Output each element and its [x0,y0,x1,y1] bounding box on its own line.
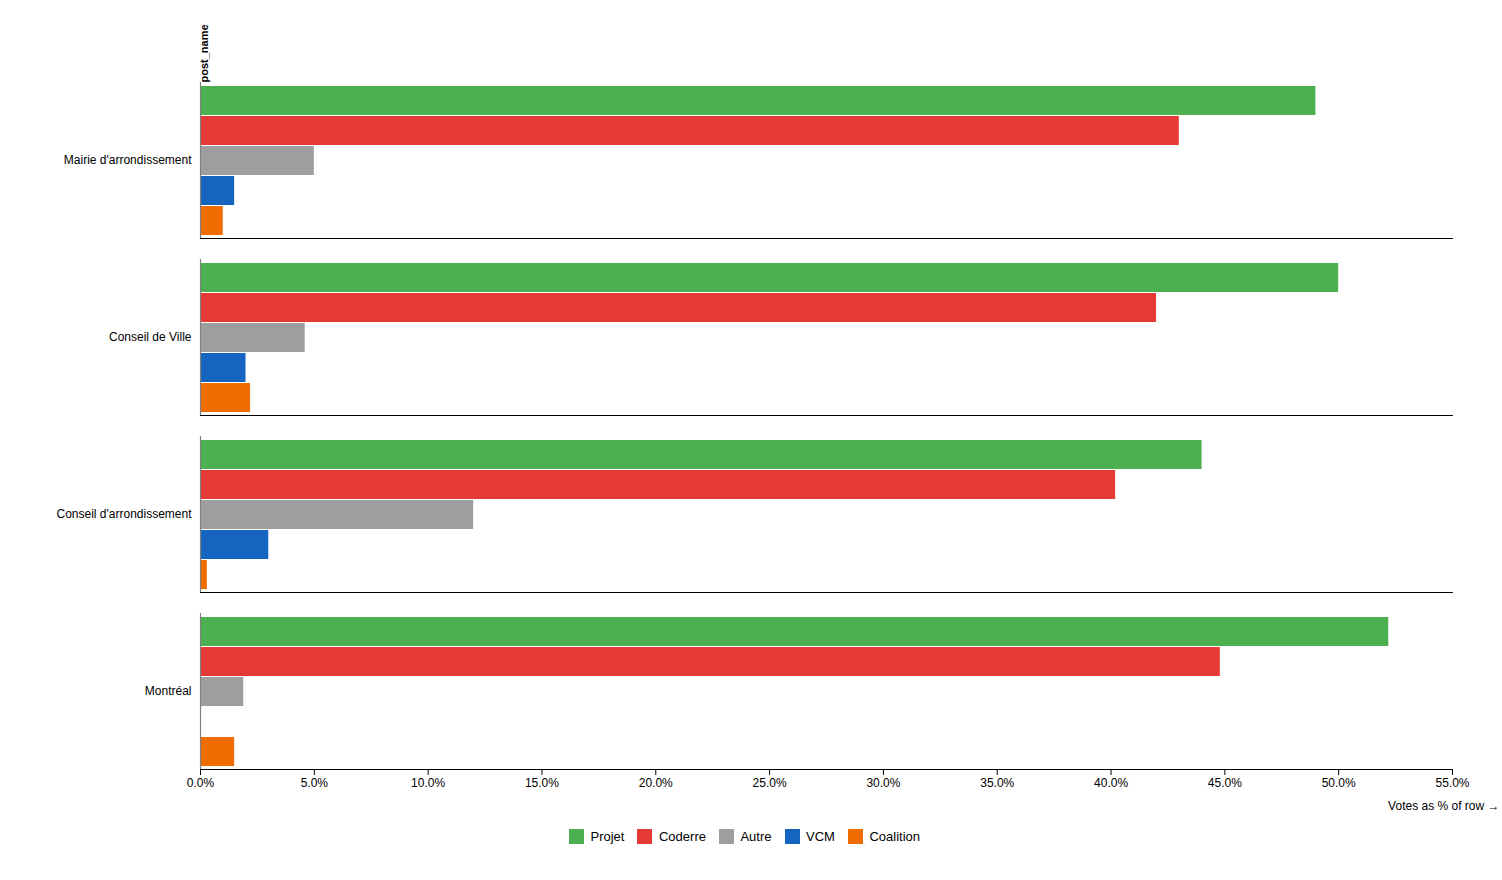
html-text:Coalition: Coalition [869,829,920,844]
svg-text:post_name: post_name [198,24,210,82]
svg-text:50.0%: 50.0% [1322,776,1356,790]
svg-text:0.0%: 0.0% [187,776,215,790]
svg-text:45.0%: 45.0% [1208,776,1242,790]
svg-text:15.0%: 15.0% [525,776,559,790]
html-text:VCM: VCM [806,829,835,844]
svg-text:Mairie d'arrondissement: Mairie d'arrondissement [64,153,192,167]
svg-text:55.0%: 55.0% [1435,776,1469,790]
svg-text:5.0%: 5.0% [301,776,329,790]
svg-text:30.0%: 30.0% [866,776,900,790]
svg-text:35.0%: 35.0% [980,776,1014,790]
svg-text:Conseil d'arrondissement: Conseil d'arrondissement [56,507,192,521]
svg-text:20.0%: 20.0% [639,776,673,790]
svg-text:25.0%: 25.0% [753,776,787,790]
html-text:Projet: Projet [590,829,625,844]
svg-text:40.0%: 40.0% [1094,776,1128,790]
svg-text:10.0%: 10.0% [411,776,445,790]
html-text:Coderre: Coderre [659,829,706,844]
svg-text:Montréal: Montréal [145,684,192,698]
html-text:Autre: Autre [740,829,772,844]
svg-text:Votes as % of row →: Votes as % of row → [1388,799,1499,813]
svg-text:Conseil de Ville: Conseil de Ville [109,330,192,344]
